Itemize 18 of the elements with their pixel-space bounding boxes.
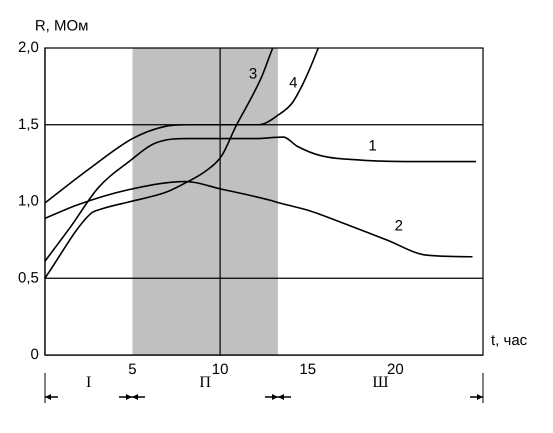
series-label: 1 bbox=[368, 138, 377, 155]
text: Ш bbox=[372, 374, 389, 392]
y-tick-label: 1,5 bbox=[18, 116, 39, 133]
series-label: 4 bbox=[289, 74, 298, 92]
x-tick-label: 20 bbox=[387, 361, 404, 378]
series-label: 3 bbox=[248, 65, 258, 82]
x-tick-label: 5 bbox=[128, 361, 137, 378]
y-axis-title: R, МОм bbox=[34, 18, 89, 35]
band-label: П bbox=[199, 374, 212, 392]
y-tick-label: 0,5 bbox=[18, 269, 39, 286]
x-axis-title: t, час bbox=[491, 332, 528, 350]
y-tick-label: 0 bbox=[30, 346, 39, 364]
series-label: 2 bbox=[394, 218, 403, 235]
x-tick-label: 15 bbox=[299, 361, 316, 378]
text: I bbox=[86, 374, 92, 392]
y-tick-label: 1,0 bbox=[18, 192, 39, 210]
y-tick-label: 2,0 bbox=[18, 39, 39, 56]
x-tick-label: 10 bbox=[212, 361, 228, 378]
